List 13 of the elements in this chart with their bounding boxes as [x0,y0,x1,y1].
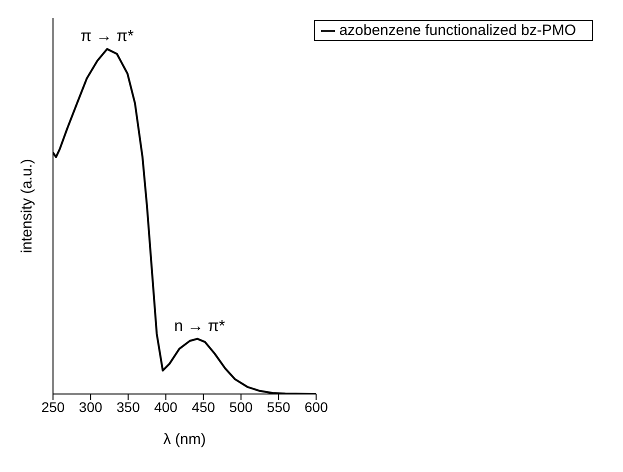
x-tick-label: 350 [116,398,140,415]
x-tick-label: 550 [266,398,290,415]
y-axis-title: intensity (a.u.) [18,158,36,254]
x-tick-label: 300 [78,398,102,415]
legend-label: azobenzene functionalized bz-PMO [339,22,576,39]
x-tick-label: 500 [229,398,253,415]
x-tick-label: 600 [304,398,328,415]
x-tick-label: 450 [192,398,216,415]
annotation: π → π* [80,28,134,46]
x-tick-label: 400 [154,398,178,415]
annotation: n → π* [174,318,226,335]
x-tick-label: 250 [41,398,65,415]
x-axis-title: λ (nm) [163,431,206,448]
